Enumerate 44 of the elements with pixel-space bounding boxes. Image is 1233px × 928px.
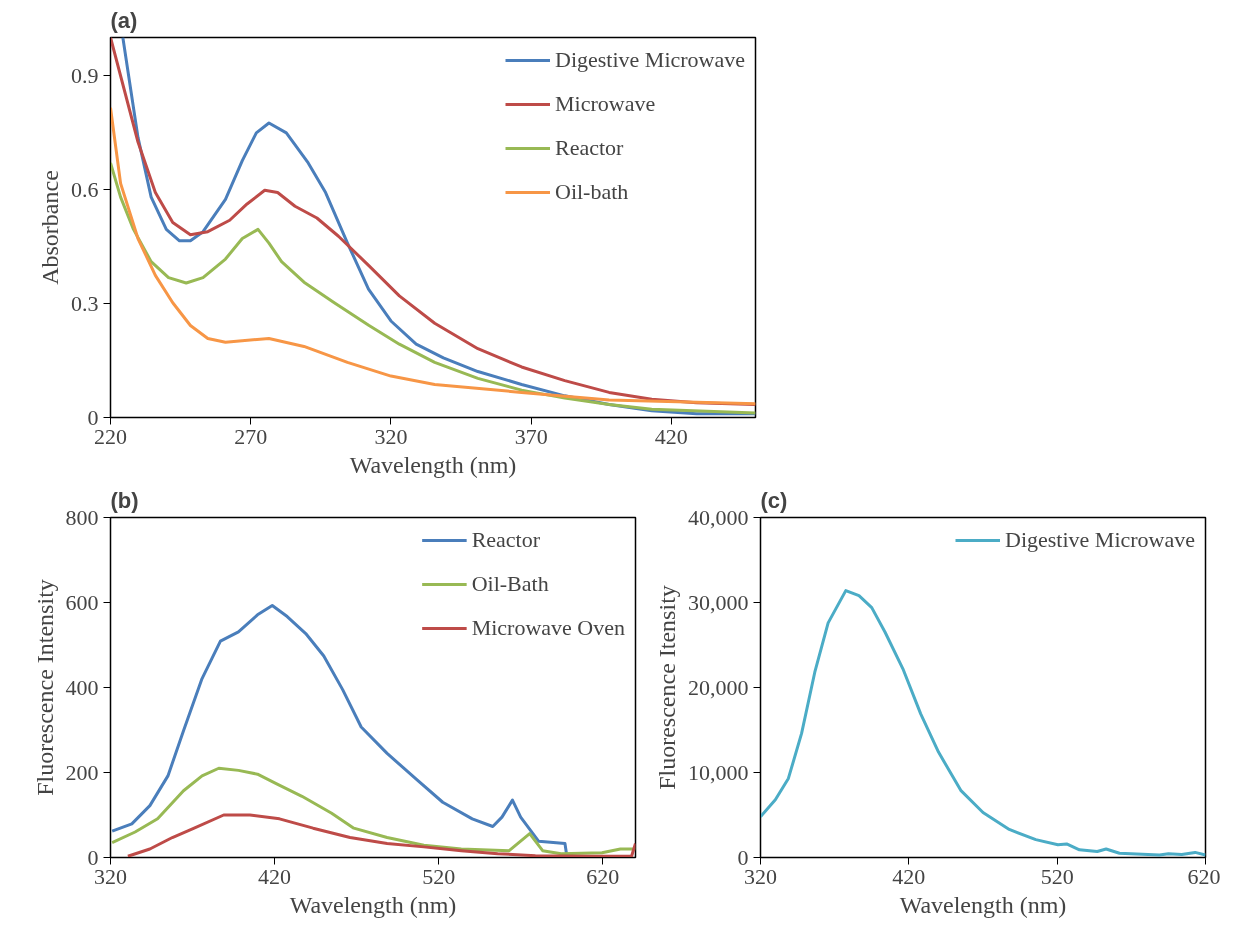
y-axis-title: Fluorescence Itensity	[654, 585, 680, 790]
legend-label: Microwave Oven	[471, 615, 625, 641]
legend-label: Reactor	[555, 135, 624, 161]
x-tick-label: 320	[374, 423, 408, 449]
x-tick-label: 420	[654, 423, 688, 449]
legend-label: Digestive Microwave	[555, 47, 745, 73]
y-tick-label: 20,000	[688, 674, 749, 700]
line-series	[760, 589, 1206, 857]
chart-title: (a)	[110, 7, 138, 33]
x-tick-label: 370	[514, 423, 548, 449]
y-tick-label: 600	[65, 589, 99, 615]
x-tick-label: 420	[892, 863, 926, 889]
x-tick-label: 620	[586, 863, 620, 889]
legend-label: Microwave	[555, 91, 656, 117]
x-tick-label: 620	[1187, 863, 1221, 889]
chart-title: (c)	[760, 487, 788, 513]
x-axis-title: Wavelength (nm)	[899, 891, 1067, 918]
y-tick-label: 800	[65, 504, 99, 530]
y-tick-label: 200	[65, 759, 99, 785]
y-axis-title: Fluorescence Intensity	[31, 579, 58, 796]
legend-label: Digestive Microwave	[1005, 527, 1195, 553]
legend-label: Reactor	[471, 527, 541, 553]
y-tick-label: 0	[87, 404, 99, 430]
y-tick-label: 0.9	[71, 62, 99, 88]
x-tick-label: 420	[258, 863, 292, 889]
y-axis-title: Absorbance	[37, 170, 63, 285]
legend-label: Oil-bath	[555, 179, 629, 205]
x-axis-title: Wavelength (nm)	[349, 451, 517, 478]
y-tick-label: 400	[65, 674, 99, 700]
x-axis-title: Wavelength (nm)	[289, 891, 457, 918]
y-tick-label: 0.3	[71, 290, 99, 316]
y-tick-label: 0	[87, 844, 99, 870]
line-series	[110, 161, 756, 415]
y-tick-label: 10,000	[688, 759, 749, 785]
legend-label: Oil-Bath	[471, 571, 549, 597]
y-tick-label: 0	[737, 844, 749, 870]
x-tick-label: 270	[234, 423, 268, 449]
y-tick-label: 30,000	[688, 589, 749, 615]
y-tick-label: 0.6	[71, 176, 99, 202]
x-tick-label: 520	[1040, 863, 1074, 889]
line-series	[126, 813, 636, 858]
x-tick-label: 520	[422, 863, 456, 889]
y-tick-label: 40,000	[688, 504, 749, 530]
chart-title: (b)	[110, 487, 139, 513]
